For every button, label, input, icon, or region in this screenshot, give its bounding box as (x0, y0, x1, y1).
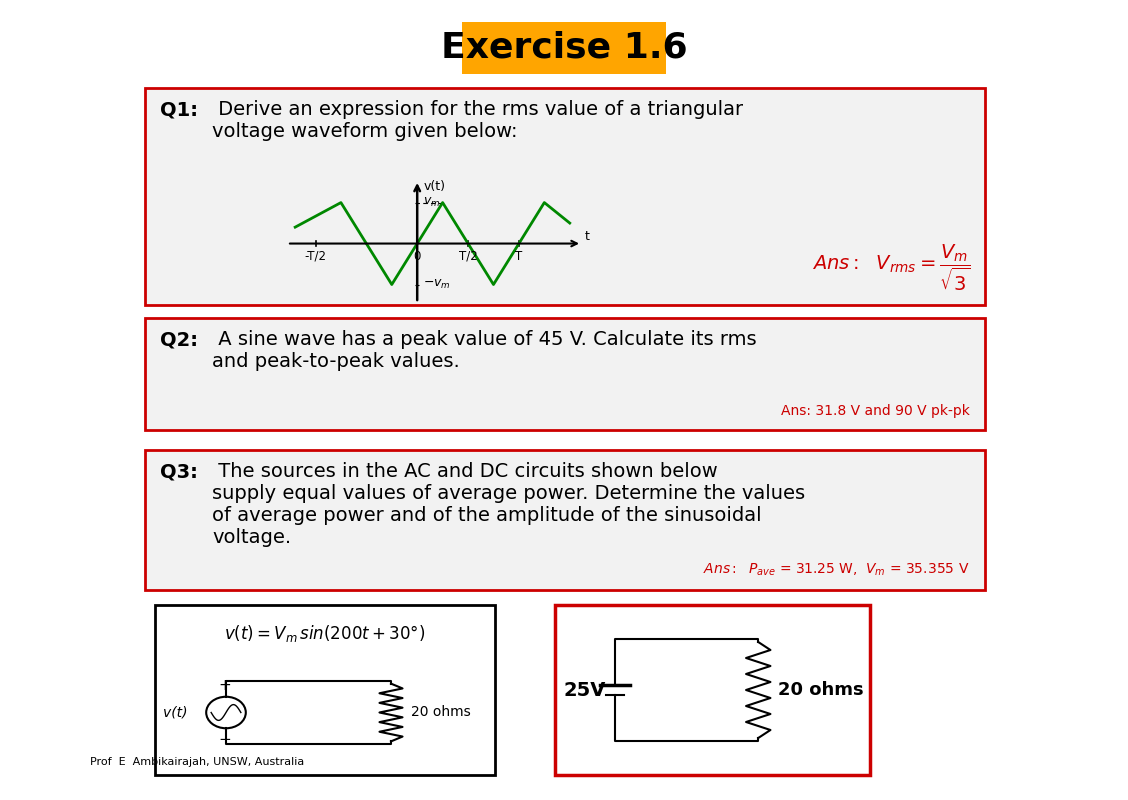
Text: −: − (218, 732, 231, 747)
Text: $-v_m$: $-v_m$ (423, 278, 451, 291)
Text: T: T (515, 250, 522, 262)
Text: 25V: 25V (563, 681, 606, 699)
Text: $v(t) = V_m\,sin(200t + 30°)$: $v(t) = V_m\,sin(200t + 30°)$ (224, 623, 425, 644)
Text: $v_m$: $v_m$ (423, 196, 441, 209)
Text: t: t (585, 230, 590, 242)
Text: v(t): v(t) (164, 706, 187, 719)
Text: A sine wave has a peak value of 45 V. Calculate its rms
and peak-to-peak values.: A sine wave has a peak value of 45 V. Ca… (212, 330, 757, 371)
Text: Prof  E  Ambikairajah, UNSW, Australia: Prof E Ambikairajah, UNSW, Australia (90, 757, 305, 767)
FancyBboxPatch shape (462, 22, 666, 74)
Text: Derive an expression for the rms value of a triangular
voltage waveform given be: Derive an expression for the rms value o… (212, 100, 743, 141)
FancyBboxPatch shape (155, 605, 495, 775)
Text: $\mathit{Ans:}$  $P_{ave}$ = 31.25 W,  $V_m$ = 35.355 V: $\mathit{Ans:}$ $P_{ave}$ = 31.25 W, $V_… (704, 562, 970, 578)
Text: 0: 0 (414, 250, 421, 262)
Text: 20 ohms: 20 ohms (411, 706, 470, 719)
Text: $\mathit{Ans:}\ \ V_{rms} = \dfrac{V_m}{\sqrt{3}}$: $\mathit{Ans:}\ \ V_{rms} = \dfrac{V_m}{… (812, 242, 970, 293)
Text: Exercise 1.6: Exercise 1.6 (441, 31, 687, 65)
Text: 20 ohms: 20 ohms (778, 681, 864, 699)
Text: Q1:: Q1: (160, 100, 199, 119)
FancyBboxPatch shape (146, 450, 985, 590)
Text: -T/2: -T/2 (305, 250, 326, 262)
FancyBboxPatch shape (146, 88, 985, 305)
Text: Q2:: Q2: (160, 330, 199, 349)
Text: The sources in the AC and DC circuits shown below
supply equal values of average: The sources in the AC and DC circuits sh… (212, 462, 805, 547)
FancyBboxPatch shape (146, 318, 985, 430)
Text: Ans: 31.8 V and 90 V pk-pk: Ans: 31.8 V and 90 V pk-pk (781, 404, 970, 418)
FancyBboxPatch shape (555, 605, 870, 775)
Text: Q3:: Q3: (160, 462, 197, 481)
Text: v(t): v(t) (423, 180, 446, 193)
Text: T/2: T/2 (459, 250, 477, 262)
Text: +: + (218, 678, 231, 693)
